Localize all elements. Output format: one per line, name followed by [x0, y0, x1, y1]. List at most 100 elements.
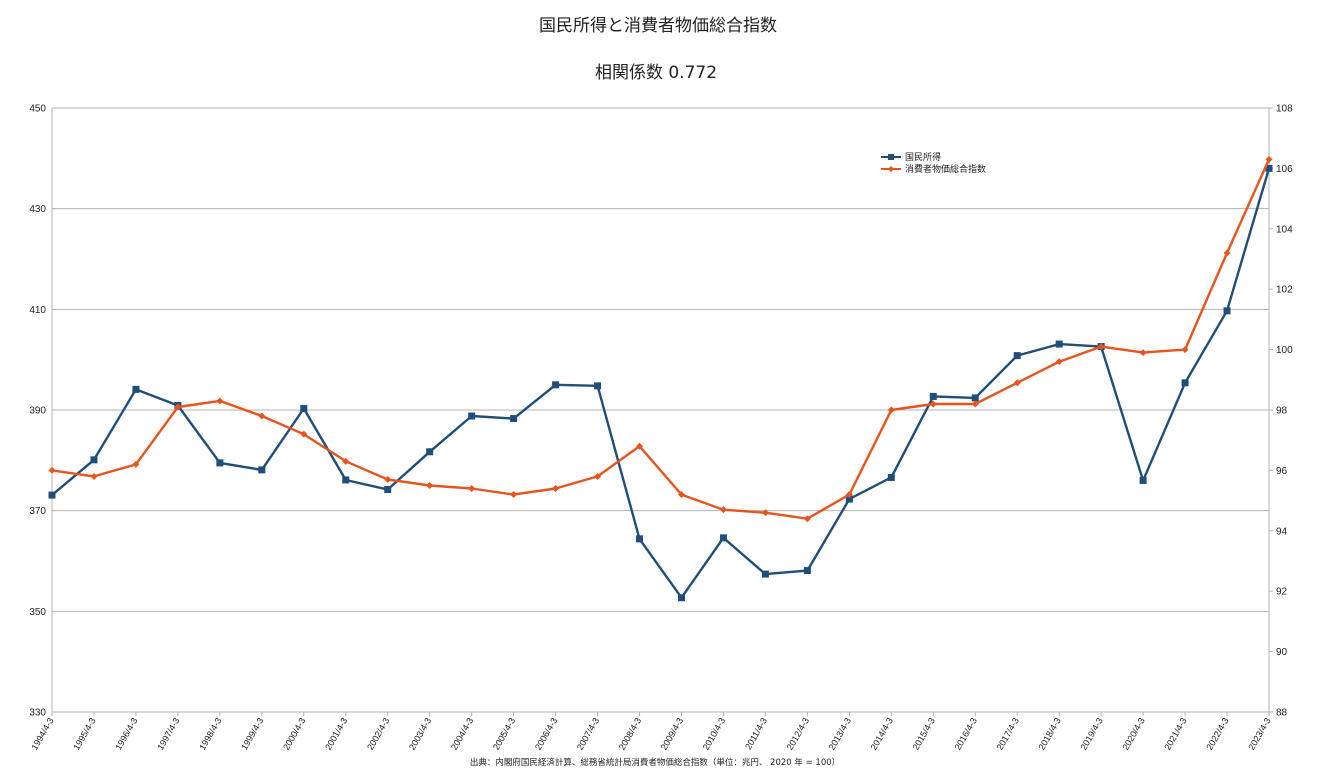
- x-tick-label: 2018/4-3: [1036, 716, 1062, 752]
- x-axis-ticks: 1994/4-3 1995/4-3 1996/4-3 1997/4-3 1998/4-3…: [29, 716, 1272, 752]
- axes: [51, 107, 1273, 716]
- right-tick-label: 88: [1276, 708, 1288, 719]
- data-point: [1055, 358, 1063, 366]
- x-tick-label: 2007/4-3: [575, 716, 601, 752]
- left-tick-label: 410: [29, 305, 46, 316]
- series-national-income: [48, 164, 1273, 602]
- data-point: [594, 382, 602, 390]
- data-point: [719, 534, 727, 542]
- right-tick-label: 106: [1276, 164, 1293, 175]
- data-point: [132, 460, 140, 468]
- data-point: [48, 491, 56, 499]
- data-point: [216, 459, 224, 467]
- data-point: [971, 394, 979, 402]
- right-tick-label: 100: [1276, 345, 1293, 356]
- x-tick-label: 2005/4-3: [491, 716, 517, 752]
- left-tick-label: 390: [29, 406, 46, 417]
- data-point: [552, 381, 560, 389]
- right-tick-label: 102: [1276, 285, 1293, 296]
- data-point: [1013, 352, 1021, 360]
- series-line: [51, 158, 1271, 520]
- x-tick-label: 2019/4-3: [1078, 716, 1104, 752]
- series-line: [51, 168, 1271, 599]
- data-point: [1139, 349, 1147, 357]
- legend-label-national-income: 国民所得: [905, 151, 941, 163]
- x-tick-label: 2002/4-3: [365, 716, 391, 752]
- data-point: [384, 475, 392, 483]
- data-point: [1181, 346, 1189, 354]
- data-point: [216, 397, 224, 405]
- data-point: [1181, 379, 1189, 387]
- x-tick-label: 2017/4-3: [995, 716, 1021, 752]
- x-tick-label: 1999/4-3: [239, 716, 265, 752]
- data-point: [174, 403, 182, 411]
- data-point: [887, 406, 895, 414]
- data-point: [1013, 379, 1021, 387]
- right-tick-label: 104: [1276, 224, 1293, 235]
- source-note: 出典：内閣府国民経済計算、総務省統計局消費者物価総合指数（単位：兆円、 2020…: [470, 757, 840, 768]
- legend-marker-cpi: [888, 166, 894, 172]
- left-tick-label: 430: [29, 204, 46, 215]
- x-tick-label: 2006/4-3: [533, 716, 559, 752]
- data-point: [636, 535, 644, 543]
- data-point: [132, 385, 140, 393]
- series: [48, 155, 1273, 602]
- left-axis-ticks: 330 350 370 390 410 430 450: [29, 104, 46, 719]
- chart-subtitle: 相関係数 0.772: [595, 63, 717, 83]
- x-tick-label: 2010/4-3: [701, 716, 727, 752]
- right-tick-label: 90: [1276, 647, 1288, 658]
- data-point: [761, 570, 769, 578]
- data-point: [929, 392, 937, 400]
- right-tick-label: 98: [1276, 406, 1288, 417]
- data-point: [1097, 343, 1105, 351]
- data-point: [552, 485, 560, 493]
- data-point: [845, 491, 853, 499]
- x-tick-label: 2014/4-3: [869, 716, 895, 752]
- x-tick-label: 2015/4-3: [911, 716, 937, 752]
- left-tick-label: 330: [29, 708, 46, 719]
- right-tick-label: 94: [1276, 526, 1288, 537]
- right-tick-label: 92: [1276, 587, 1288, 598]
- left-tick-label: 370: [29, 506, 46, 517]
- x-tick-label: 1994/4-3: [29, 716, 55, 752]
- data-point: [300, 404, 308, 412]
- left-tick-label: 450: [29, 104, 46, 115]
- chart-title: 国民所得と消費者物価総合指数: [539, 16, 777, 36]
- data-point: [887, 473, 895, 481]
- x-tick-label: 2008/4-3: [617, 716, 643, 752]
- data-point: [1265, 164, 1273, 172]
- data-point: [677, 491, 685, 499]
- data-point: [929, 400, 937, 408]
- data-point: [426, 448, 434, 456]
- data-point: [594, 472, 602, 480]
- x-tick-label: 1998/4-3: [197, 716, 223, 752]
- data-point: [1139, 476, 1147, 484]
- x-tick-label: 2012/4-3: [785, 716, 811, 752]
- x-tick-label: 1995/4-3: [71, 716, 97, 752]
- x-tick-label: 1996/4-3: [113, 716, 139, 752]
- x-tick-label: 2003/4-3: [407, 716, 433, 752]
- x-tick-label: 2009/4-3: [659, 716, 685, 752]
- legend: 国民所得 消費者物価総合指数: [881, 151, 986, 175]
- data-point: [468, 412, 476, 420]
- data-point: [1223, 307, 1231, 315]
- x-tick-label: 2013/4-3: [827, 716, 853, 752]
- x-tick-label: 2016/4-3: [953, 716, 979, 752]
- right-axis-ticks: 88 90 92 94 96 98 100 102 104 106 108: [1276, 104, 1293, 719]
- data-point: [384, 486, 392, 494]
- data-point: [761, 509, 769, 517]
- data-point: [677, 594, 685, 602]
- x-tick-label: 2020/4-3: [1120, 716, 1146, 752]
- left-tick-label: 350: [29, 607, 46, 618]
- x-tick-label: 2023/4-3: [1246, 716, 1272, 752]
- series-cpi: [48, 155, 1273, 523]
- legend-marker-national-income: [888, 154, 894, 160]
- data-point: [90, 472, 98, 480]
- right-tick-label: 108: [1276, 104, 1293, 115]
- data-point: [342, 476, 350, 484]
- data-point: [971, 400, 979, 408]
- data-point: [258, 466, 266, 474]
- data-point: [1223, 249, 1231, 257]
- gridlines: [52, 107, 1269, 713]
- x-tick-label: 2004/4-3: [449, 716, 475, 752]
